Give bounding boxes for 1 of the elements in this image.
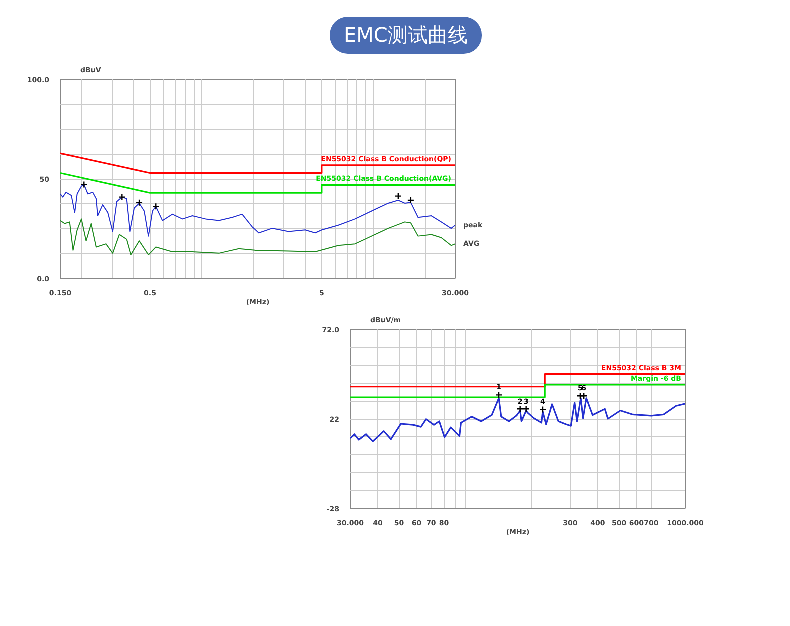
chart-title: EMC测试曲线	[344, 22, 468, 49]
